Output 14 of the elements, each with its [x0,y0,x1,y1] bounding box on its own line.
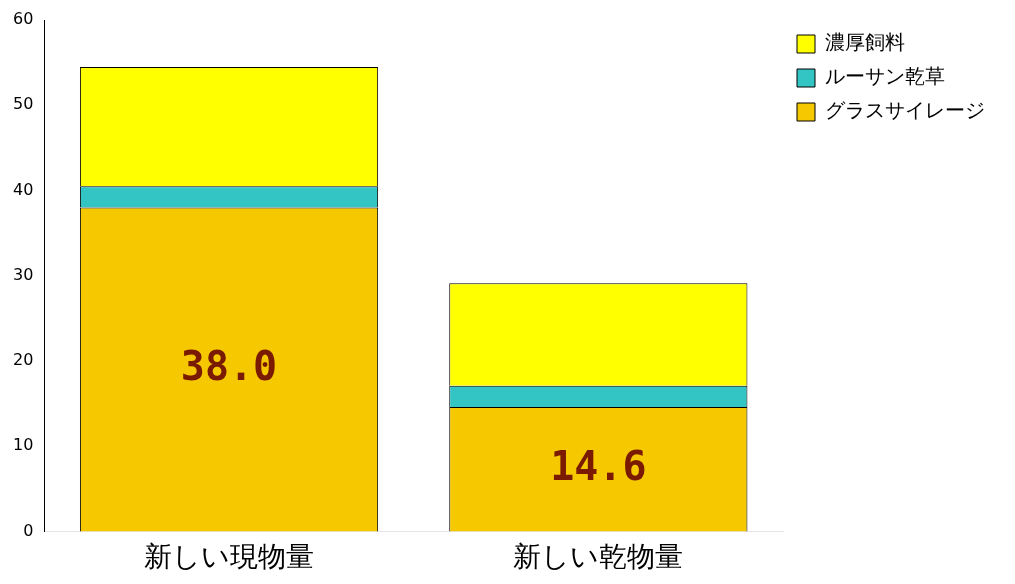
data-label: 38.0 [180,342,278,389]
data-label: 14.6 [550,442,647,489]
legend-label: グラスサイレージ [825,98,985,123]
x-tick-label: 新しい乾物量 [513,540,684,574]
legend-label: ルーサン乾草 [825,64,945,89]
x-tick-label: 新しい現物量 [144,540,315,574]
y-tick-label: 60 [13,9,34,29]
y-tick-label: 10 [13,435,34,455]
y-tick-label: 40 [13,179,34,199]
y-tick-label: 20 [13,350,34,370]
y-tick-label: 0 [23,520,34,540]
y-tick-label: 30 [13,264,34,284]
legend-label: 濃厚飼料 [825,30,905,55]
y-tick-label: 50 [13,94,34,114]
